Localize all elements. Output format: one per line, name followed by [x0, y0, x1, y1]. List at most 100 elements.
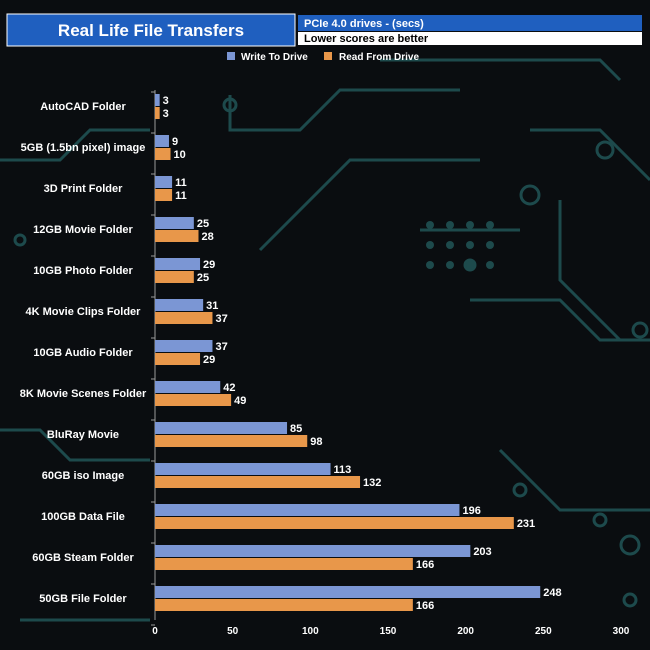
circuit-dot: [466, 241, 474, 249]
circuit-trace: [380, 58, 622, 82]
category-label: 4K Movie Clips Folder: [26, 306, 142, 318]
bar: [155, 340, 213, 352]
category-label: 10GB Audio Folder: [33, 347, 133, 359]
data-label: 113: [334, 464, 352, 476]
data-label: 31: [206, 300, 218, 312]
legend-swatch-read: [324, 52, 332, 60]
x-tick-label: 150: [380, 626, 397, 637]
bar: [155, 135, 169, 147]
data-label: 231: [517, 518, 535, 530]
data-label: 25: [197, 272, 209, 284]
data-label: 248: [543, 587, 561, 599]
circuit-trace: [228, 88, 460, 132]
bar: [155, 312, 213, 324]
bar: [155, 476, 361, 488]
x-tick-label: 200: [457, 626, 474, 637]
legend-label-write: Write To Drive: [241, 52, 308, 63]
data-label: 196: [462, 505, 480, 517]
circuit-node: [222, 97, 238, 113]
title-box: [6, 13, 296, 47]
circuit-dot: [486, 221, 494, 229]
category-label: 100GB Data File: [41, 511, 125, 523]
bar: [155, 422, 288, 434]
circuit-node: [595, 140, 615, 160]
circuit-dot: [466, 221, 474, 229]
circuit-dot: [486, 241, 494, 249]
category-label: 3D Print Folder: [44, 183, 124, 195]
data-label: 29: [203, 354, 215, 366]
data-label: 9: [172, 136, 178, 148]
circuit-dot: [426, 221, 434, 229]
circuit-trace: [258, 158, 480, 252]
bar: [155, 107, 160, 119]
data-label: 37: [215, 341, 227, 353]
circuit-node: [631, 321, 649, 339]
data-label: 29: [203, 259, 215, 271]
circuit-node: [13, 233, 27, 247]
x-tick-label: 50: [227, 626, 239, 637]
data-label: 98: [310, 436, 322, 448]
x-tick-label: 0: [152, 626, 158, 637]
bar: [155, 94, 160, 106]
bar: [155, 176, 173, 188]
legend: Write To Drive Read From Drive: [227, 52, 419, 63]
category-label: 60GB Steam Folder: [32, 552, 134, 564]
data-label: 49: [234, 395, 246, 407]
data-label: 10: [174, 149, 186, 161]
chart-subtitle: PCIe 4.0 drives - (secs): [304, 18, 424, 30]
bar: [155, 558, 413, 570]
plot-area: 0 50 100 150 200 250 300 AutoCAD Folder 33 5GB (1…: [20, 90, 630, 637]
legend-label-read: Read From Drive: [339, 52, 419, 63]
x-tick-label: 250: [535, 626, 552, 637]
circuit-trace: [530, 128, 650, 182]
circuit-trace: [0, 428, 150, 462]
data-label: 3: [163, 108, 169, 120]
circuit-dot: [446, 221, 454, 229]
circuit-node: [592, 512, 608, 528]
data-label: 25: [197, 218, 209, 230]
circuit-node: [463, 258, 477, 272]
bar: [155, 504, 460, 516]
circuit-trace: [558, 200, 622, 342]
legend-swatch-write: [227, 52, 235, 60]
bar: [155, 463, 331, 475]
circuit-trace: [498, 448, 650, 512]
note-box: [298, 32, 642, 45]
data-label: 37: [215, 313, 227, 325]
category-label: 8K Movie Scenes Folder: [20, 388, 147, 400]
circuit-dot: [446, 261, 454, 269]
circuit-background: [0, 58, 650, 622]
x-tick-label: 100: [302, 626, 319, 637]
data-label: 11: [175, 190, 187, 202]
category-label: 12GB Movie Folder: [33, 224, 133, 236]
bar: [155, 394, 232, 406]
category-label: 5GB (1.5bn pixel) image: [21, 142, 146, 154]
circuit-node: [622, 592, 638, 608]
data-label: 85: [290, 423, 302, 435]
bar: [155, 148, 171, 160]
bar: [155, 517, 514, 529]
data-label: 28: [201, 231, 213, 243]
data-label: 3: [163, 95, 169, 107]
circuit-dot: [486, 261, 494, 269]
bar: [155, 586, 541, 598]
subtitle-box: [298, 15, 642, 31]
data-label: 11: [175, 177, 187, 189]
bar: [155, 258, 201, 270]
circuit-trace: [470, 298, 650, 342]
data-label: 42: [223, 382, 235, 394]
category-label: AutoCAD Folder: [40, 101, 126, 113]
data-label: 166: [416, 559, 434, 571]
x-tick-label: 300: [613, 626, 630, 637]
chart-title: Real Life File Transfers: [58, 21, 244, 40]
bar: [155, 271, 194, 283]
circuit-node: [619, 534, 641, 556]
category-label: BluRay Movie: [47, 429, 119, 441]
data-label: 166: [416, 600, 434, 612]
data-label: 132: [363, 477, 381, 489]
data-label: 203: [473, 546, 491, 558]
circuit-trace: [0, 128, 150, 162]
bar: [155, 230, 199, 242]
